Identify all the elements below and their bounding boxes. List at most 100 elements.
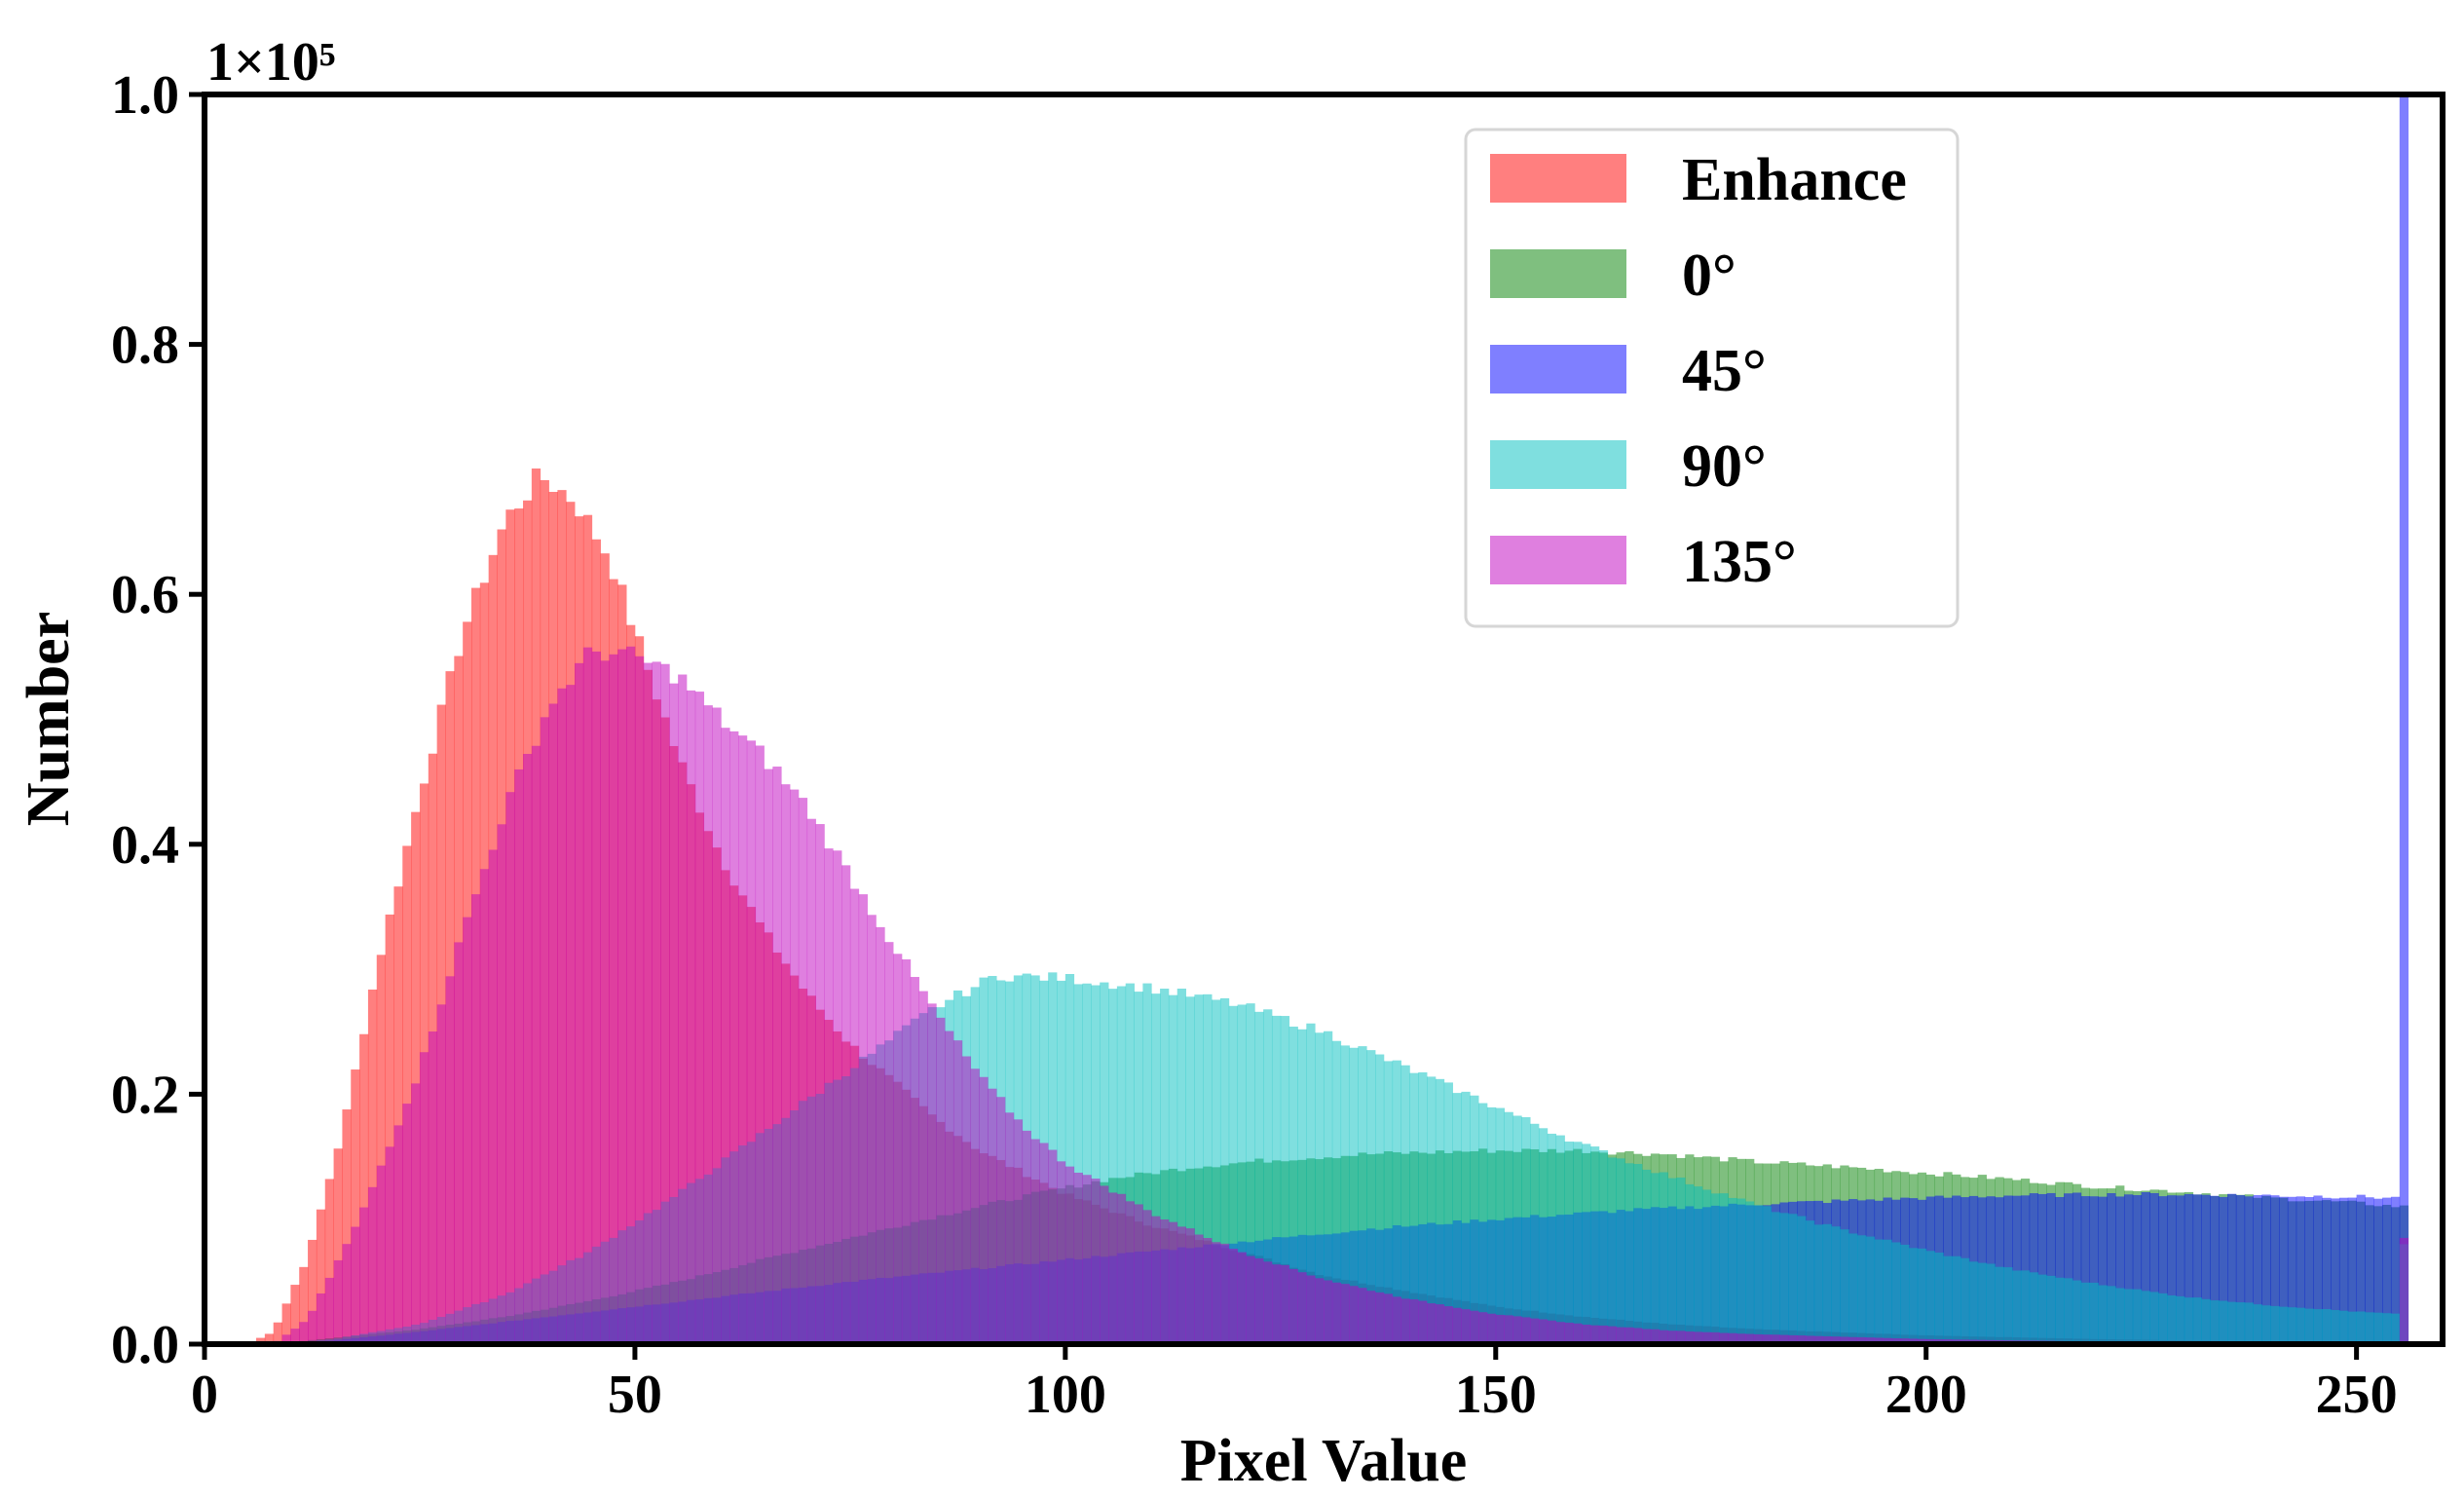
- bar: [2261, 1194, 2271, 1344]
- histogram-bars: [247, 94, 2409, 1344]
- bar: [402, 845, 412, 1344]
- bar: [1358, 1288, 1367, 1344]
- bar: [308, 1239, 317, 1344]
- bar: [1134, 992, 1143, 1344]
- bar: [419, 1052, 429, 1344]
- bar: [1160, 989, 1170, 1344]
- bar: [1212, 1242, 1221, 1344]
- bar: [1108, 1192, 1118, 1344]
- bar: [2029, 1193, 2038, 1344]
- bar: [2279, 1196, 2289, 1344]
- bar: [2365, 1312, 2374, 1344]
- bar: [367, 1186, 378, 1344]
- bar: [1108, 989, 1118, 1344]
- bar: [1521, 1117, 1531, 1344]
- bar: [1865, 1236, 1876, 1344]
- bar: [1331, 1282, 1342, 1344]
- bar: [1151, 1216, 1161, 1344]
- bar: [2304, 1197, 2314, 1344]
- bar: [996, 1097, 1006, 1344]
- bar: [1633, 1164, 1643, 1344]
- bar: [1874, 1239, 1884, 1344]
- bar: [1710, 1193, 1720, 1344]
- bar: [1392, 1060, 1401, 1344]
- bar: [264, 1333, 275, 1344]
- bar: [1771, 1334, 1780, 1344]
- bar: [1203, 993, 1213, 1344]
- bar: [1315, 1032, 1325, 1344]
- bar: [1134, 1204, 1143, 1344]
- bar: [2115, 1196, 2125, 1344]
- bar: [1598, 1325, 1609, 1344]
- bar: [2072, 1192, 2082, 1344]
- bar: [1659, 1330, 1668, 1344]
- bar: [2356, 1311, 2366, 1344]
- bar: [1315, 1278, 1325, 1344]
- bar: [1813, 1224, 1824, 1344]
- bar: [1064, 974, 1075, 1344]
- bar: [1952, 1255, 1961, 1344]
- bar: [1779, 1213, 1789, 1344]
- bar: [2390, 1196, 2401, 1344]
- bar: [1745, 1333, 1755, 1344]
- bar: [970, 1068, 980, 1344]
- bar: [1443, 1082, 1453, 1344]
- bar: [1383, 1061, 1394, 1344]
- bar: [1366, 1050, 1376, 1344]
- bar: [1925, 1251, 1935, 1344]
- bar: [1582, 1143, 1591, 1344]
- bar: [2046, 1275, 2056, 1344]
- x-tick-label: 150: [1455, 1365, 1537, 1425]
- bar: [2055, 1277, 2065, 1344]
- bar: [1237, 1252, 1247, 1344]
- bar: [1168, 1221, 1178, 1344]
- bar: [2322, 1309, 2332, 1344]
- bar: [273, 1322, 282, 1344]
- bar: [2210, 1195, 2220, 1344]
- bar: [2184, 1297, 2194, 1344]
- bar: [2287, 1307, 2297, 1344]
- bar: [1633, 1328, 1643, 1344]
- bar: [523, 754, 533, 1344]
- bar: [324, 1179, 334, 1344]
- bar: [514, 768, 524, 1344]
- bar: [2219, 1300, 2228, 1344]
- bar: [1538, 1128, 1549, 1344]
- bar: [1642, 1169, 1652, 1344]
- bar: [1943, 1255, 1953, 1344]
- bar: [833, 850, 842, 1344]
- legend-label: 90°: [1682, 433, 1767, 500]
- bar: [1547, 1133, 1557, 1344]
- bar: [1478, 1103, 1488, 1344]
- bar: [1366, 1291, 1376, 1344]
- bar: [1797, 1216, 1807, 1344]
- bar: [609, 654, 618, 1344]
- legend-label: 45°: [1682, 338, 1767, 404]
- bar: [488, 849, 498, 1344]
- bar: [1573, 1323, 1583, 1344]
- bar: [712, 707, 722, 1344]
- bar: [1246, 1003, 1255, 1344]
- bar: [2270, 1195, 2280, 1344]
- bar: [1788, 1214, 1798, 1344]
- bar: [979, 1076, 989, 1344]
- bar: [1701, 1331, 1712, 1344]
- bar: [436, 1004, 446, 1344]
- bar: [2080, 1282, 2091, 1344]
- legend-label: 0°: [1682, 243, 1736, 309]
- bar: [376, 955, 387, 1344]
- x-axis: 0 50 100 150 200 250: [191, 1344, 2398, 1425]
- bar: [2149, 1292, 2159, 1344]
- bar: [1306, 1023, 1316, 1344]
- bar: [729, 731, 739, 1344]
- bar: [385, 1146, 394, 1344]
- bar: [342, 1244, 352, 1344]
- bar: [2296, 1196, 2305, 1344]
- bar: [2296, 1307, 2305, 1344]
- bar: [1530, 1123, 1540, 1344]
- bar: [290, 1285, 300, 1344]
- bar: [2347, 1197, 2358, 1344]
- bar: [1064, 1166, 1075, 1344]
- bar: [1324, 1031, 1333, 1344]
- bar: [1203, 1238, 1213, 1344]
